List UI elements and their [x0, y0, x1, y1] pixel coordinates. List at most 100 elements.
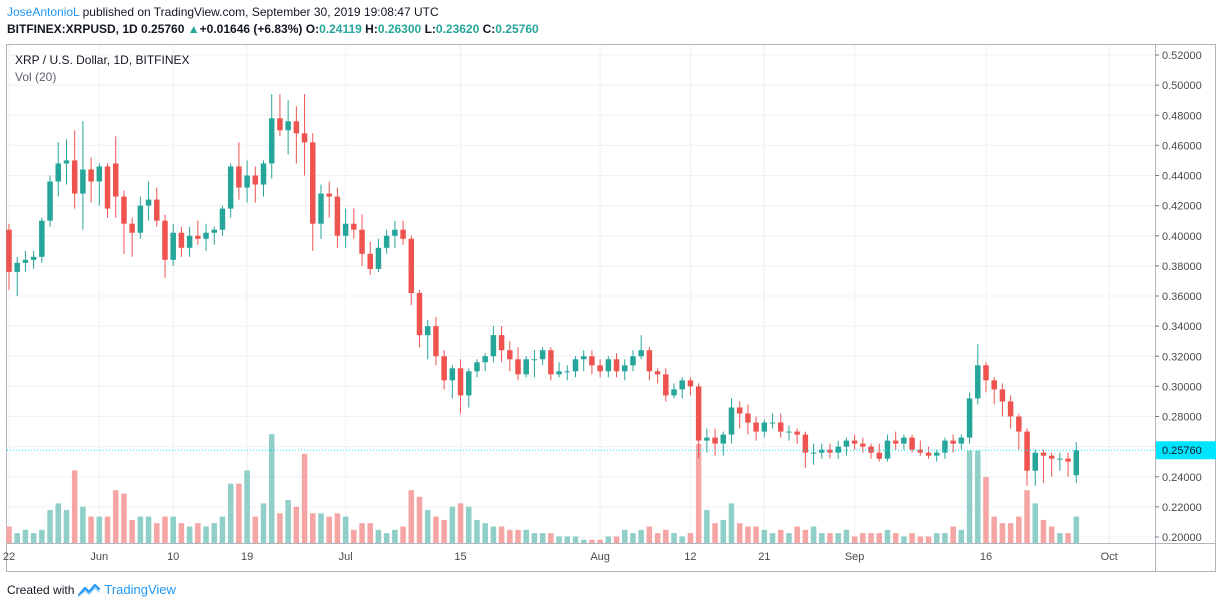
- open-value: 0.24119: [319, 22, 362, 36]
- volume-bar: [909, 533, 915, 543]
- time-tick-label: 21: [758, 551, 770, 563]
- candle-body: [589, 356, 595, 366]
- tradingview-brand[interactable]: TradingView: [104, 582, 176, 597]
- candle-body: [925, 452, 932, 456]
- price-tick-label: 0.30000: [1162, 381, 1202, 393]
- candle-body: [843, 440, 850, 447]
- candle-body: [6, 229, 12, 272]
- volume-bar: [876, 533, 883, 543]
- candle-body: [1057, 458, 1063, 460]
- candle-body: [794, 431, 800, 435]
- volume-bar: [761, 529, 768, 543]
- price-tick-label: 0.38000: [1162, 261, 1202, 273]
- volume-bar: [195, 523, 201, 543]
- candle-body: [318, 193, 324, 224]
- candle-body: [383, 235, 390, 248]
- volume-bar: [121, 493, 127, 543]
- volume-bar: [457, 503, 464, 543]
- candle-body: [121, 196, 127, 224]
- author-link[interactable]: JoseAntonioL: [7, 5, 80, 19]
- candle-body: [876, 452, 883, 459]
- candle-body: [860, 443, 866, 447]
- candle-body: [531, 359, 538, 361]
- candle-body: [695, 386, 702, 441]
- volume-bar: [154, 523, 160, 543]
- volume-bar: [851, 536, 858, 543]
- volume-bar: [531, 533, 538, 543]
- last-value: 0.25760: [141, 22, 185, 36]
- candle-body: [63, 160, 70, 164]
- volume-bar: [203, 526, 209, 543]
- volume-bar: [326, 516, 332, 543]
- candle-body: [712, 437, 718, 444]
- candle-body: [646, 350, 653, 372]
- candle-body: [654, 371, 661, 375]
- candle-body: [96, 166, 103, 182]
- candle-body: [777, 422, 784, 432]
- volume-bar: [580, 539, 587, 543]
- time-tick-label: 15: [454, 551, 466, 563]
- candle-body: [334, 196, 341, 236]
- candle-body: [367, 253, 373, 269]
- candle-body: [687, 380, 694, 387]
- volume-bar: [466, 506, 472, 543]
- volume-bar: [301, 453, 308, 543]
- high-label: H:: [365, 22, 378, 36]
- price-tick-label: 0.42000: [1162, 201, 1202, 213]
- volume-bar: [441, 519, 447, 543]
- volume-bar: [293, 506, 300, 543]
- volume-bar: [613, 536, 620, 543]
- volume-bar: [630, 533, 636, 543]
- candle-body: [252, 175, 259, 185]
- volume-bar: [687, 533, 694, 543]
- candle-body: [523, 359, 529, 375]
- volume-bar: [638, 529, 644, 543]
- candle-body: [917, 449, 924, 453]
- volume-bar: [342, 516, 349, 543]
- candle-body: [22, 259, 29, 263]
- volume-bar: [30, 533, 37, 543]
- volume-bar: [720, 519, 727, 543]
- volume-bar: [162, 516, 168, 543]
- price-tick-label: 0.32000: [1162, 351, 1202, 363]
- candle-body: [162, 220, 168, 260]
- volume-bar: [22, 529, 29, 543]
- volume-bar: [55, 503, 62, 543]
- volume-bar: [244, 470, 250, 543]
- footer: Created with TradingView: [7, 582, 176, 597]
- volume-bar: [236, 483, 242, 543]
- volume-bar: [917, 536, 924, 543]
- volume-bar: [424, 510, 431, 543]
- candle-body: [942, 440, 948, 453]
- time-tick-label: Sep: [845, 551, 865, 563]
- candle-body: [597, 365, 603, 372]
- volume-bar: [564, 536, 571, 543]
- volume-bar: [433, 516, 439, 543]
- created-with-label: Created with: [7, 582, 75, 597]
- candle-body: [359, 229, 365, 254]
- candle-body: [630, 356, 636, 366]
- candle-body: [424, 326, 431, 336]
- volume-bar: [794, 526, 800, 543]
- price-tick-label: 0.46000: [1162, 140, 1202, 152]
- candle-body: [449, 368, 456, 381]
- volume-bar: [942, 533, 948, 543]
- volume-bar: [71, 470, 78, 543]
- time-tick-label: Jul: [339, 551, 353, 563]
- candle-body: [482, 356, 488, 363]
- candle-body: [227, 166, 234, 209]
- candle-body: [819, 449, 825, 453]
- candle-body: [433, 326, 439, 357]
- candle-body: [507, 350, 513, 360]
- candle-body: [999, 389, 1006, 402]
- time-tick-label: 22: [3, 551, 15, 563]
- volume-bar: [892, 533, 899, 543]
- volume-bar: [769, 533, 776, 543]
- candle-body: [310, 142, 316, 224]
- candle-body: [14, 262, 20, 272]
- candle-body: [416, 292, 423, 336]
- price-tick-label: 0.34000: [1162, 321, 1202, 333]
- ohlc-line: BITFINEX:XRPUSD, 1D 0.25760 ▲+0.01646 (+…: [7, 22, 539, 36]
- candle-body: [400, 229, 406, 239]
